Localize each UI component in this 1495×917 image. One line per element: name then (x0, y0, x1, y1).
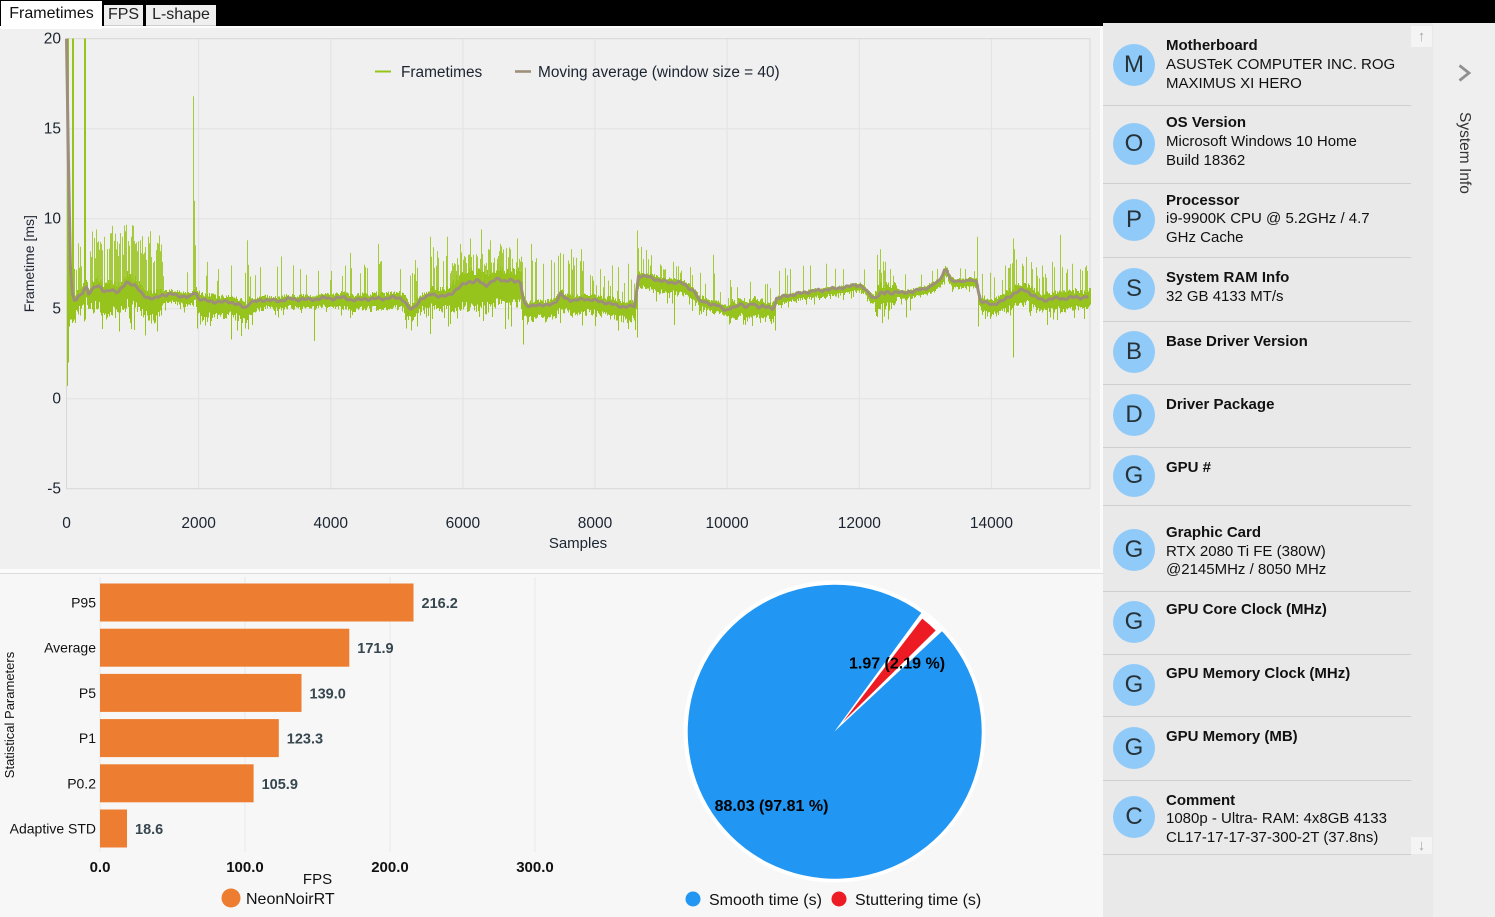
svg-text:10: 10 (44, 211, 62, 228)
svg-text:216.2: 216.2 (422, 596, 458, 612)
svg-text:FPS: FPS (303, 871, 332, 888)
svg-text:P95: P95 (71, 595, 96, 611)
svg-text:Samples: Samples (549, 535, 607, 552)
svg-text:Smooth time (s): Smooth time (s) (709, 892, 822, 909)
svg-text:Moving average (window size =: Moving average (window size = 40) (538, 64, 780, 81)
svg-text:P5: P5 (79, 685, 96, 701)
svg-text:20: 20 (44, 31, 62, 48)
svg-text:0.0: 0.0 (90, 859, 111, 876)
svg-text:300.0: 300.0 (516, 859, 554, 876)
svg-text:14000: 14000 (970, 515, 1013, 532)
svg-text:171.9: 171.9 (357, 641, 393, 657)
svg-text:123.3: 123.3 (287, 732, 323, 748)
svg-text:12000: 12000 (838, 515, 881, 532)
svg-text:NeonNoirRT: NeonNoirRT (246, 891, 335, 908)
svg-text:6000: 6000 (446, 515, 481, 532)
svg-text:139.0: 139.0 (310, 686, 346, 702)
svg-text:P1: P1 (79, 730, 96, 746)
svg-text:88.03 (97.81 %): 88.03 (97.81 %) (715, 798, 829, 815)
svg-text:Statistical Parameters: Statistical Parameters (2, 651, 17, 778)
svg-text:2000: 2000 (181, 515, 216, 532)
svg-text:18.6: 18.6 (135, 822, 163, 838)
svg-text:4000: 4000 (314, 515, 349, 532)
svg-text:200.0: 200.0 (371, 859, 409, 876)
svg-text:-5: -5 (47, 481, 61, 498)
svg-text:Stuttering time (s): Stuttering time (s) (855, 892, 981, 909)
svg-text:0: 0 (62, 515, 71, 532)
svg-text:1.97 (2.19 %): 1.97 (2.19 %) (849, 656, 945, 673)
svg-text:Frametime [ms]: Frametime [ms] (21, 215, 37, 312)
svg-text:10000: 10000 (706, 515, 749, 532)
svg-text:Adaptive STD: Adaptive STD (10, 821, 96, 837)
svg-text:Average: Average (44, 640, 96, 656)
svg-text:P0.2: P0.2 (67, 775, 96, 791)
svg-text:5: 5 (52, 301, 61, 318)
svg-text:0: 0 (52, 391, 61, 408)
svg-text:100.0: 100.0 (226, 859, 264, 876)
svg-text:Frametimes: Frametimes (401, 64, 483, 81)
svg-text:105.9: 105.9 (262, 777, 298, 793)
svg-text:8000: 8000 (578, 515, 613, 532)
svg-text:15: 15 (44, 121, 61, 138)
